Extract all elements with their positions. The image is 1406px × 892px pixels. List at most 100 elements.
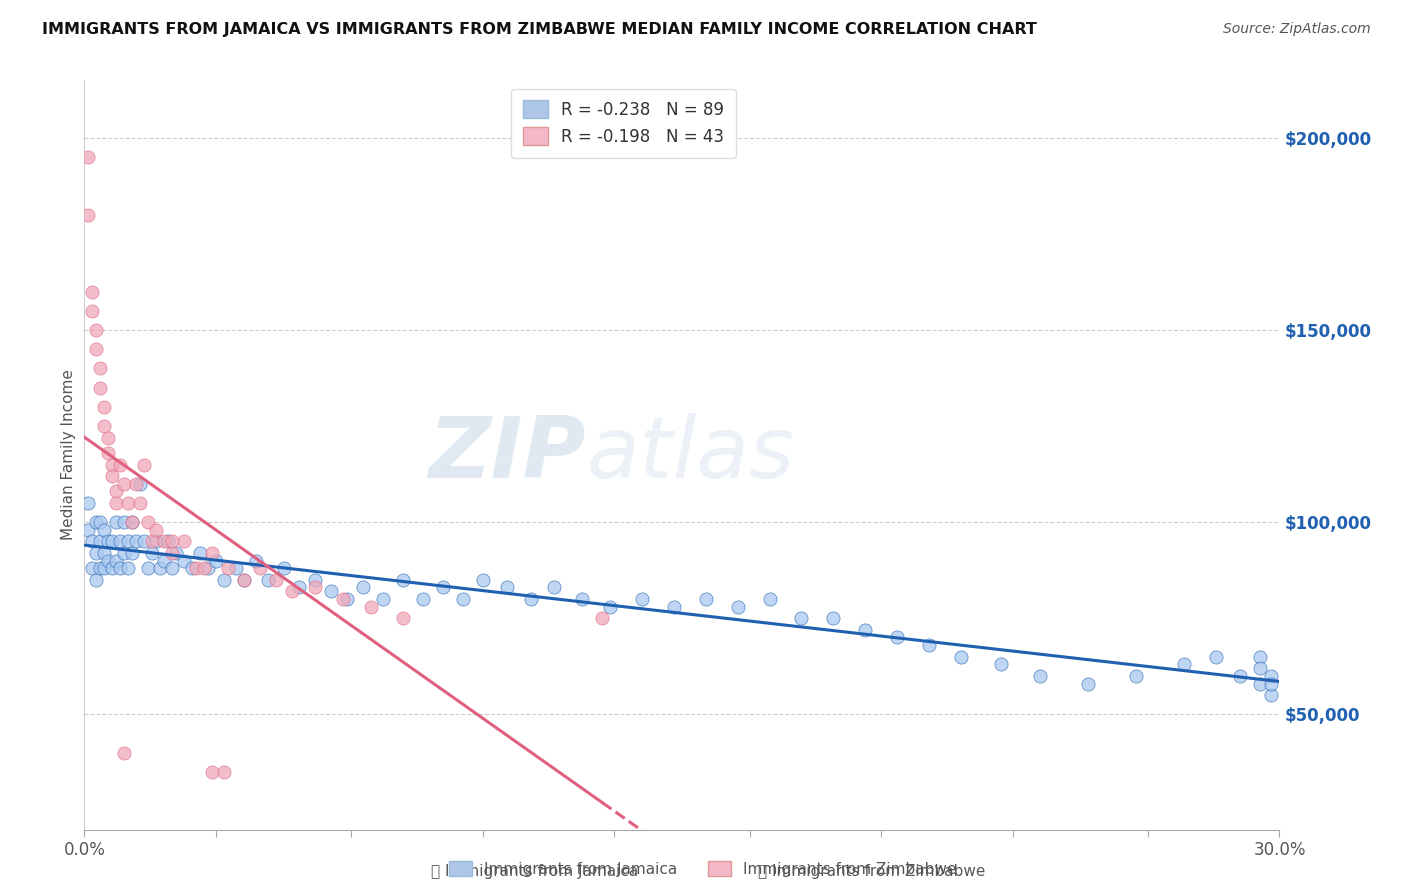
- Point: [110, 534, 132, 549]
- Point: [217, 561, 239, 575]
- Point: [727, 599, 749, 614]
- Point: [86, 343, 108, 357]
- Point: [110, 458, 132, 472]
- Point: [89, 361, 111, 376]
- Point: [77, 496, 100, 510]
- Text: ⬜ Immigrants from Jamaica: ⬜ Immigrants from Jamaica: [430, 863, 638, 879]
- Point: [1260, 676, 1282, 690]
- Point: [232, 573, 254, 587]
- Point: [89, 534, 111, 549]
- Point: [89, 561, 111, 575]
- Point: [264, 573, 287, 587]
- Text: atlas: atlas: [586, 413, 794, 497]
- Point: [571, 592, 593, 607]
- Point: [93, 419, 115, 434]
- Point: [212, 573, 235, 587]
- Point: [97, 431, 120, 445]
- Point: [117, 561, 139, 575]
- Point: [121, 515, 143, 529]
- Point: [101, 534, 124, 549]
- Point: [758, 592, 780, 607]
- Point: [101, 458, 124, 472]
- Point: [853, 623, 876, 637]
- Text: ⬜ Immigrants from Zimbabwe: ⬜ Immigrants from Zimbabwe: [758, 863, 986, 879]
- Point: [790, 611, 813, 625]
- Point: [93, 523, 115, 537]
- Point: [145, 534, 167, 549]
- Point: [1229, 669, 1251, 683]
- Point: [136, 561, 159, 575]
- Point: [117, 496, 139, 510]
- Point: [101, 561, 124, 575]
- Point: [105, 553, 128, 567]
- Point: [288, 581, 311, 595]
- Point: [153, 553, 176, 567]
- Point: [112, 546, 135, 560]
- Legend: Immigrants from Jamaica, Immigrants from Zimbabwe: Immigrants from Jamaica, Immigrants from…: [441, 853, 965, 884]
- Point: [97, 534, 120, 549]
- Point: [105, 484, 128, 499]
- Point: [471, 573, 494, 587]
- Point: [695, 592, 717, 607]
- Point: [129, 476, 152, 491]
- Point: [121, 515, 143, 529]
- Point: [392, 573, 415, 587]
- Point: [125, 476, 148, 491]
- Point: [225, 561, 247, 575]
- Point: [89, 515, 111, 529]
- Point: [101, 469, 124, 483]
- Point: [93, 546, 115, 560]
- Point: [129, 496, 152, 510]
- Point: [86, 323, 108, 337]
- Point: [97, 553, 120, 567]
- Legend: R = -0.238   N = 89, R = -0.198   N = 43: R = -0.238 N = 89, R = -0.198 N = 43: [510, 88, 735, 158]
- Text: ZIP: ZIP: [429, 413, 586, 497]
- Point: [321, 584, 343, 599]
- Point: [141, 546, 163, 560]
- Point: [245, 553, 267, 567]
- Y-axis label: Median Family Income: Median Family Income: [60, 369, 76, 541]
- Point: [160, 534, 183, 549]
- Point: [1029, 669, 1052, 683]
- Point: [1260, 688, 1282, 702]
- Point: [256, 573, 278, 587]
- Point: [93, 561, 115, 575]
- Point: [149, 561, 172, 575]
- Point: [132, 534, 156, 549]
- Point: [886, 631, 908, 645]
- Point: [86, 546, 108, 560]
- Point: [1077, 676, 1099, 690]
- Point: [1249, 661, 1271, 675]
- Point: [121, 546, 143, 560]
- Point: [543, 581, 565, 595]
- Point: [212, 764, 235, 779]
- Point: [201, 546, 224, 560]
- Point: [432, 581, 454, 595]
- Point: [112, 515, 135, 529]
- Point: [165, 546, 187, 560]
- Point: [332, 592, 354, 607]
- Point: [273, 561, 295, 575]
- Point: [197, 561, 219, 575]
- Point: [949, 649, 972, 664]
- Point: [280, 584, 302, 599]
- Point: [304, 573, 326, 587]
- Point: [193, 561, 215, 575]
- Point: [105, 496, 128, 510]
- Point: [392, 611, 415, 625]
- Point: [336, 592, 359, 607]
- Point: [160, 546, 183, 560]
- Point: [89, 381, 111, 395]
- Point: [412, 592, 434, 607]
- Point: [918, 638, 941, 652]
- Point: [1249, 676, 1271, 690]
- Point: [990, 657, 1012, 672]
- Point: [249, 561, 271, 575]
- Point: [86, 573, 108, 587]
- Point: [181, 561, 204, 575]
- Point: [141, 534, 163, 549]
- Point: [132, 458, 156, 472]
- Point: [1173, 657, 1195, 672]
- Point: [360, 599, 382, 614]
- Point: [157, 534, 180, 549]
